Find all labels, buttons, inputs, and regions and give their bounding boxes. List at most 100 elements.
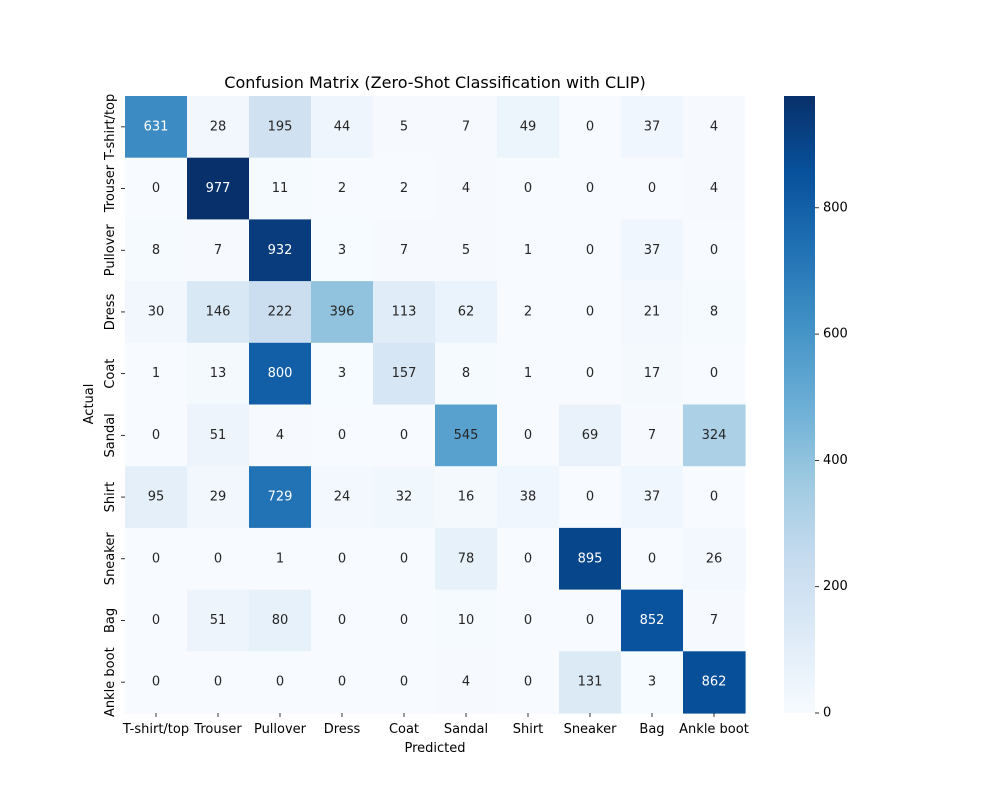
y-tick-label: Sandal [103,413,118,457]
x-tick-label: Ankle boot [679,722,749,737]
cell-value-label: 0 [648,551,656,566]
cell-value-label: 0 [152,428,160,443]
cell-value-label: 4 [462,675,470,690]
heatmap-cell [435,651,498,714]
heatmap-cell [249,589,312,652]
cell-value-label: 0 [338,613,346,628]
heatmap-cell [683,466,746,529]
cell-value-label: 51 [210,428,227,443]
cell-value-label: 8 [710,304,718,319]
cell-value-label: 1 [152,366,160,381]
heatmap-cell [683,96,746,159]
cell-value-label: 10 [458,613,475,628]
cell-value-label: 932 [268,243,293,258]
cell-value-label: 69 [582,428,599,443]
y-tick-label: T-shirt/top [103,94,118,161]
cell-value-label: 113 [392,304,417,319]
heatmap-cell [497,527,560,591]
cell-value-label: 862 [702,675,727,690]
y-tick-label: Coat [103,359,118,389]
heatmap-cell [683,219,746,282]
y-tick-label: Sneaker [103,532,118,586]
heatmap-cell [373,157,436,220]
cell-value-label: 1 [276,551,284,566]
cell-value-label: 0 [524,613,532,628]
heatmap-cell [249,157,312,220]
heatmap-cell [373,404,436,467]
heatmap-cell [249,527,312,591]
x-tick-label: Pullover [254,722,307,737]
heatmap-cell [497,157,560,220]
cell-value-label: 4 [276,428,284,443]
heatmap-cell [125,589,188,652]
heatmap-cell [435,404,498,467]
cell-value-label: 0 [152,613,160,628]
heatmap-cell [373,527,436,591]
cell-value-label: 895 [578,551,603,566]
heatmap-cell [435,157,498,220]
heatmap-cell [497,589,560,652]
heatmap-cell [187,589,250,652]
heatmap-cell [435,527,498,591]
cell-value-label: 3 [338,243,346,258]
heatmap-cell [311,466,374,529]
heatmap-cell [125,404,188,467]
heatmap-cell [559,281,622,344]
y-axis-ticks: T-shirt/top Trouser Pullover Dress Coat Sanda… [103,94,125,717]
cell-value-label: 0 [710,490,718,505]
cell-value-label: 80 [272,613,289,628]
heatmap-cell [683,281,746,344]
heatmap-cell [683,404,746,467]
heatmap-cell [683,651,746,714]
heatmap-cell [187,96,250,159]
y-tick-label: Pullover [103,224,118,277]
cell-value-label: 852 [640,613,665,628]
heatmap-cell [373,96,436,159]
cell-value-label: 32 [396,490,413,505]
cell-value-label: 0 [586,490,594,505]
cell-value-label: 62 [458,304,475,319]
heatmap-cell [125,342,188,406]
cell-value-label: 37 [644,243,661,258]
heatmap-cell [373,466,436,529]
heatmap-cell [621,219,684,282]
heatmap-cell [311,527,374,591]
x-tick-label: Shirt [513,722,544,737]
colorbar-tick-label: 800 [823,200,848,215]
cell-value-label: 0 [338,428,346,443]
colorbar-tick-label: 600 [823,327,848,342]
cell-value-label: 26 [706,551,723,566]
heatmap-cell [373,651,436,714]
heatmap-cell [559,404,622,467]
heatmap-cell [373,281,436,344]
heatmap-cell [621,96,684,159]
heatmap-cell [435,219,498,282]
cell-value-label: 0 [400,613,408,628]
heatmap-cell [435,342,498,406]
cell-value-label: 17 [644,366,661,381]
heatmap-cell [311,281,374,344]
cell-value-label: 0 [710,243,718,258]
cell-value-label: 195 [268,119,293,134]
cell-value-label: 28 [210,119,227,134]
cell-value-label: 7 [214,243,222,258]
heatmap-cell [373,589,436,652]
x-tick-label: Dress [324,722,361,737]
heatmap-cell [621,589,684,652]
heatmap-cell [125,651,188,714]
heatmap-cell [683,589,746,652]
heatmap-cell [311,404,374,467]
heatmap-cell [683,342,746,406]
cell-value-label: 0 [586,613,594,628]
cell-value-label: 5 [462,243,470,258]
heatmap-cell [249,281,312,344]
cell-value-label: 37 [644,119,661,134]
heatmap-cell [187,651,250,714]
cell-value-label: 0 [338,551,346,566]
cell-value-label: 13 [210,366,227,381]
heatmap-cell [187,404,250,467]
heatmap-cell [683,157,746,220]
cell-value-label: 3 [648,675,656,690]
cell-value-label: 5 [400,119,408,134]
cell-value-label: 0 [400,551,408,566]
